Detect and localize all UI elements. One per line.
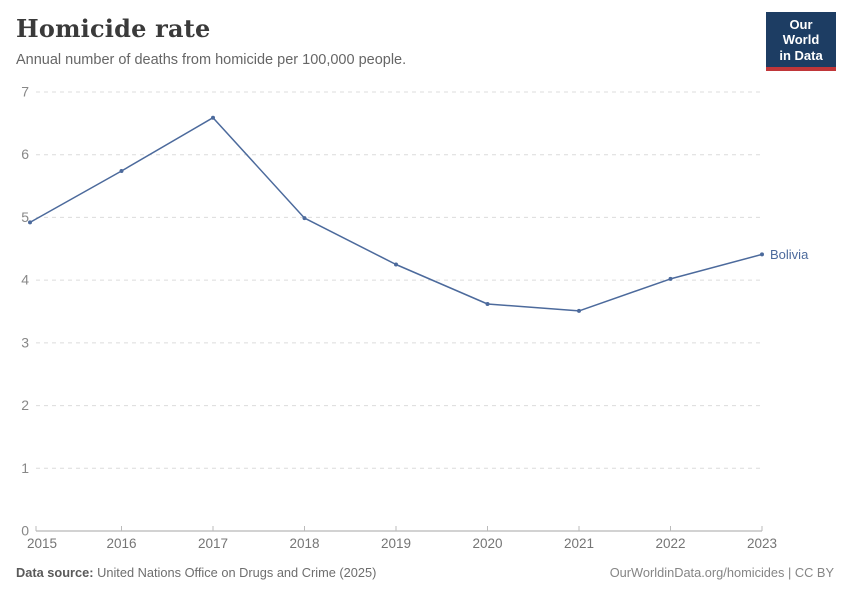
x-tick-label: 2021 [564, 536, 594, 551]
series-end-label: Bolivia [770, 247, 809, 262]
data-point[interactable] [485, 302, 490, 306]
data-source: Data source: United Nations Office on Dr… [16, 565, 376, 580]
data-source-text: United Nations Office on Drugs and Crime… [97, 565, 377, 580]
data-point[interactable] [211, 115, 215, 120]
chart-title: Homicide rate [16, 14, 211, 43]
x-tick-label: 2020 [472, 536, 502, 551]
y-tick-label: 0 [21, 523, 29, 539]
data-point[interactable] [577, 308, 581, 313]
x-tick-label: 2019 [381, 536, 411, 551]
credit-link[interactable]: OurWorldinData.org/homicides | CC BY [609, 565, 834, 580]
data-point[interactable] [302, 216, 307, 221]
x-tick-label: 2018 [289, 536, 319, 551]
line-chart: 0 1 2 3 4 5 6 7 2015 2016 2017 2018 2019 2020 2021 2022… [0, 78, 850, 558]
y-tick-label: 6 [21, 146, 29, 162]
data-point[interactable] [28, 220, 32, 225]
data-point[interactable] [760, 252, 764, 257]
owid-logo-line1: Our World [782, 17, 820, 48]
x-tick-label: 2022 [655, 536, 685, 551]
chart-footer: Data source: United Nations Office on Dr… [16, 565, 834, 580]
y-tick-label: 1 [21, 460, 29, 476]
x-tick-label: 2017 [198, 536, 228, 551]
chart-svg: 0 1 2 3 4 5 6 7 2015 2016 2017 2018 2019 2020 2021 2022… [21, 84, 809, 552]
y-tick-label: 7 [21, 84, 29, 100]
y-tick-label: 2 [21, 397, 29, 413]
x-tick-label: 2015 [27, 536, 57, 551]
owid-logo-line2: in Data [779, 47, 823, 63]
chart-header: Homicide rate Annual number of deaths fr… [0, 0, 850, 78]
data-point[interactable] [119, 169, 124, 173]
chart-subtitle: Annual number of deaths from homicide pe… [16, 52, 407, 68]
data-source-label: Data source: [16, 565, 94, 580]
data-point[interactable] [668, 276, 673, 281]
x-tick-label: 2023 [747, 536, 777, 551]
data-point[interactable] [394, 262, 398, 267]
y-tick-label: 5 [21, 209, 29, 225]
y-tick-label: 4 [21, 272, 29, 288]
owid-logo: Our World in Data [766, 12, 836, 71]
x-tick-label: 2016 [106, 536, 136, 551]
y-tick-label: 3 [21, 334, 29, 350]
data-line[interactable] [29, 116, 763, 312]
